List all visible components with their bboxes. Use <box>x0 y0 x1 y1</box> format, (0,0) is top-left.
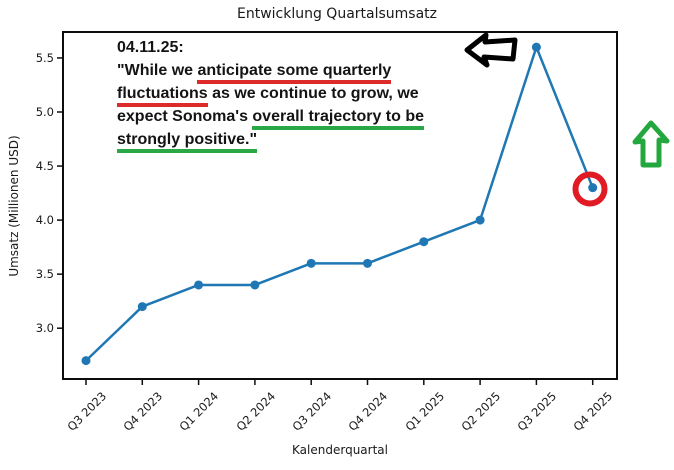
underlined-text-green: strongly positive." <box>117 131 258 153</box>
y-tick-label: 3.0 <box>35 321 54 336</box>
y-tick-label: 5.0 <box>35 104 54 119</box>
y-axis-label: Umsatz (Millionen USD) <box>7 135 21 277</box>
green-up-arrow-icon <box>632 120 670 168</box>
ceo-quote-annotation: 04.11.25: "While we anticipate some quar… <box>117 36 425 153</box>
annotation-line: strongly positive." <box>117 128 424 153</box>
y-tick-label: 4.0 <box>35 213 54 228</box>
annotation-text: "While we <box>117 62 198 79</box>
y-tick-label: 5.5 <box>35 50 54 65</box>
underlined-text-red: anticipate some quarterly <box>197 62 392 84</box>
red-circle-highlight <box>572 171 608 207</box>
annotation-text: expect Sonoma's <box>117 108 253 125</box>
chart-title: Entwicklung Quartalsumsatz <box>236 6 438 22</box>
annotation-line: "While we anticipate some quarterly <box>117 59 424 84</box>
annotation-line: expect Sonoma's overall trajectory to be <box>117 105 425 130</box>
annotation-line: fluctuations as we continue to grow, we <box>117 82 424 107</box>
annotation-quote: "While we anticipate some quarterly fluct… <box>117 59 425 153</box>
annotation-text: as we continue to grow, we <box>207 85 419 102</box>
x-axis-label: Kalenderquartal <box>292 443 388 457</box>
y-tick-label: 4.5 <box>35 159 54 174</box>
black-left-arrow-icon <box>464 32 518 68</box>
y-tick-label: 3.5 <box>35 267 54 282</box>
annotation-date: 04.11.25: <box>117 39 184 56</box>
underlined-text-red: fluctuations <box>117 85 208 107</box>
underlined-text-green: overall trajectory to be <box>252 108 425 130</box>
